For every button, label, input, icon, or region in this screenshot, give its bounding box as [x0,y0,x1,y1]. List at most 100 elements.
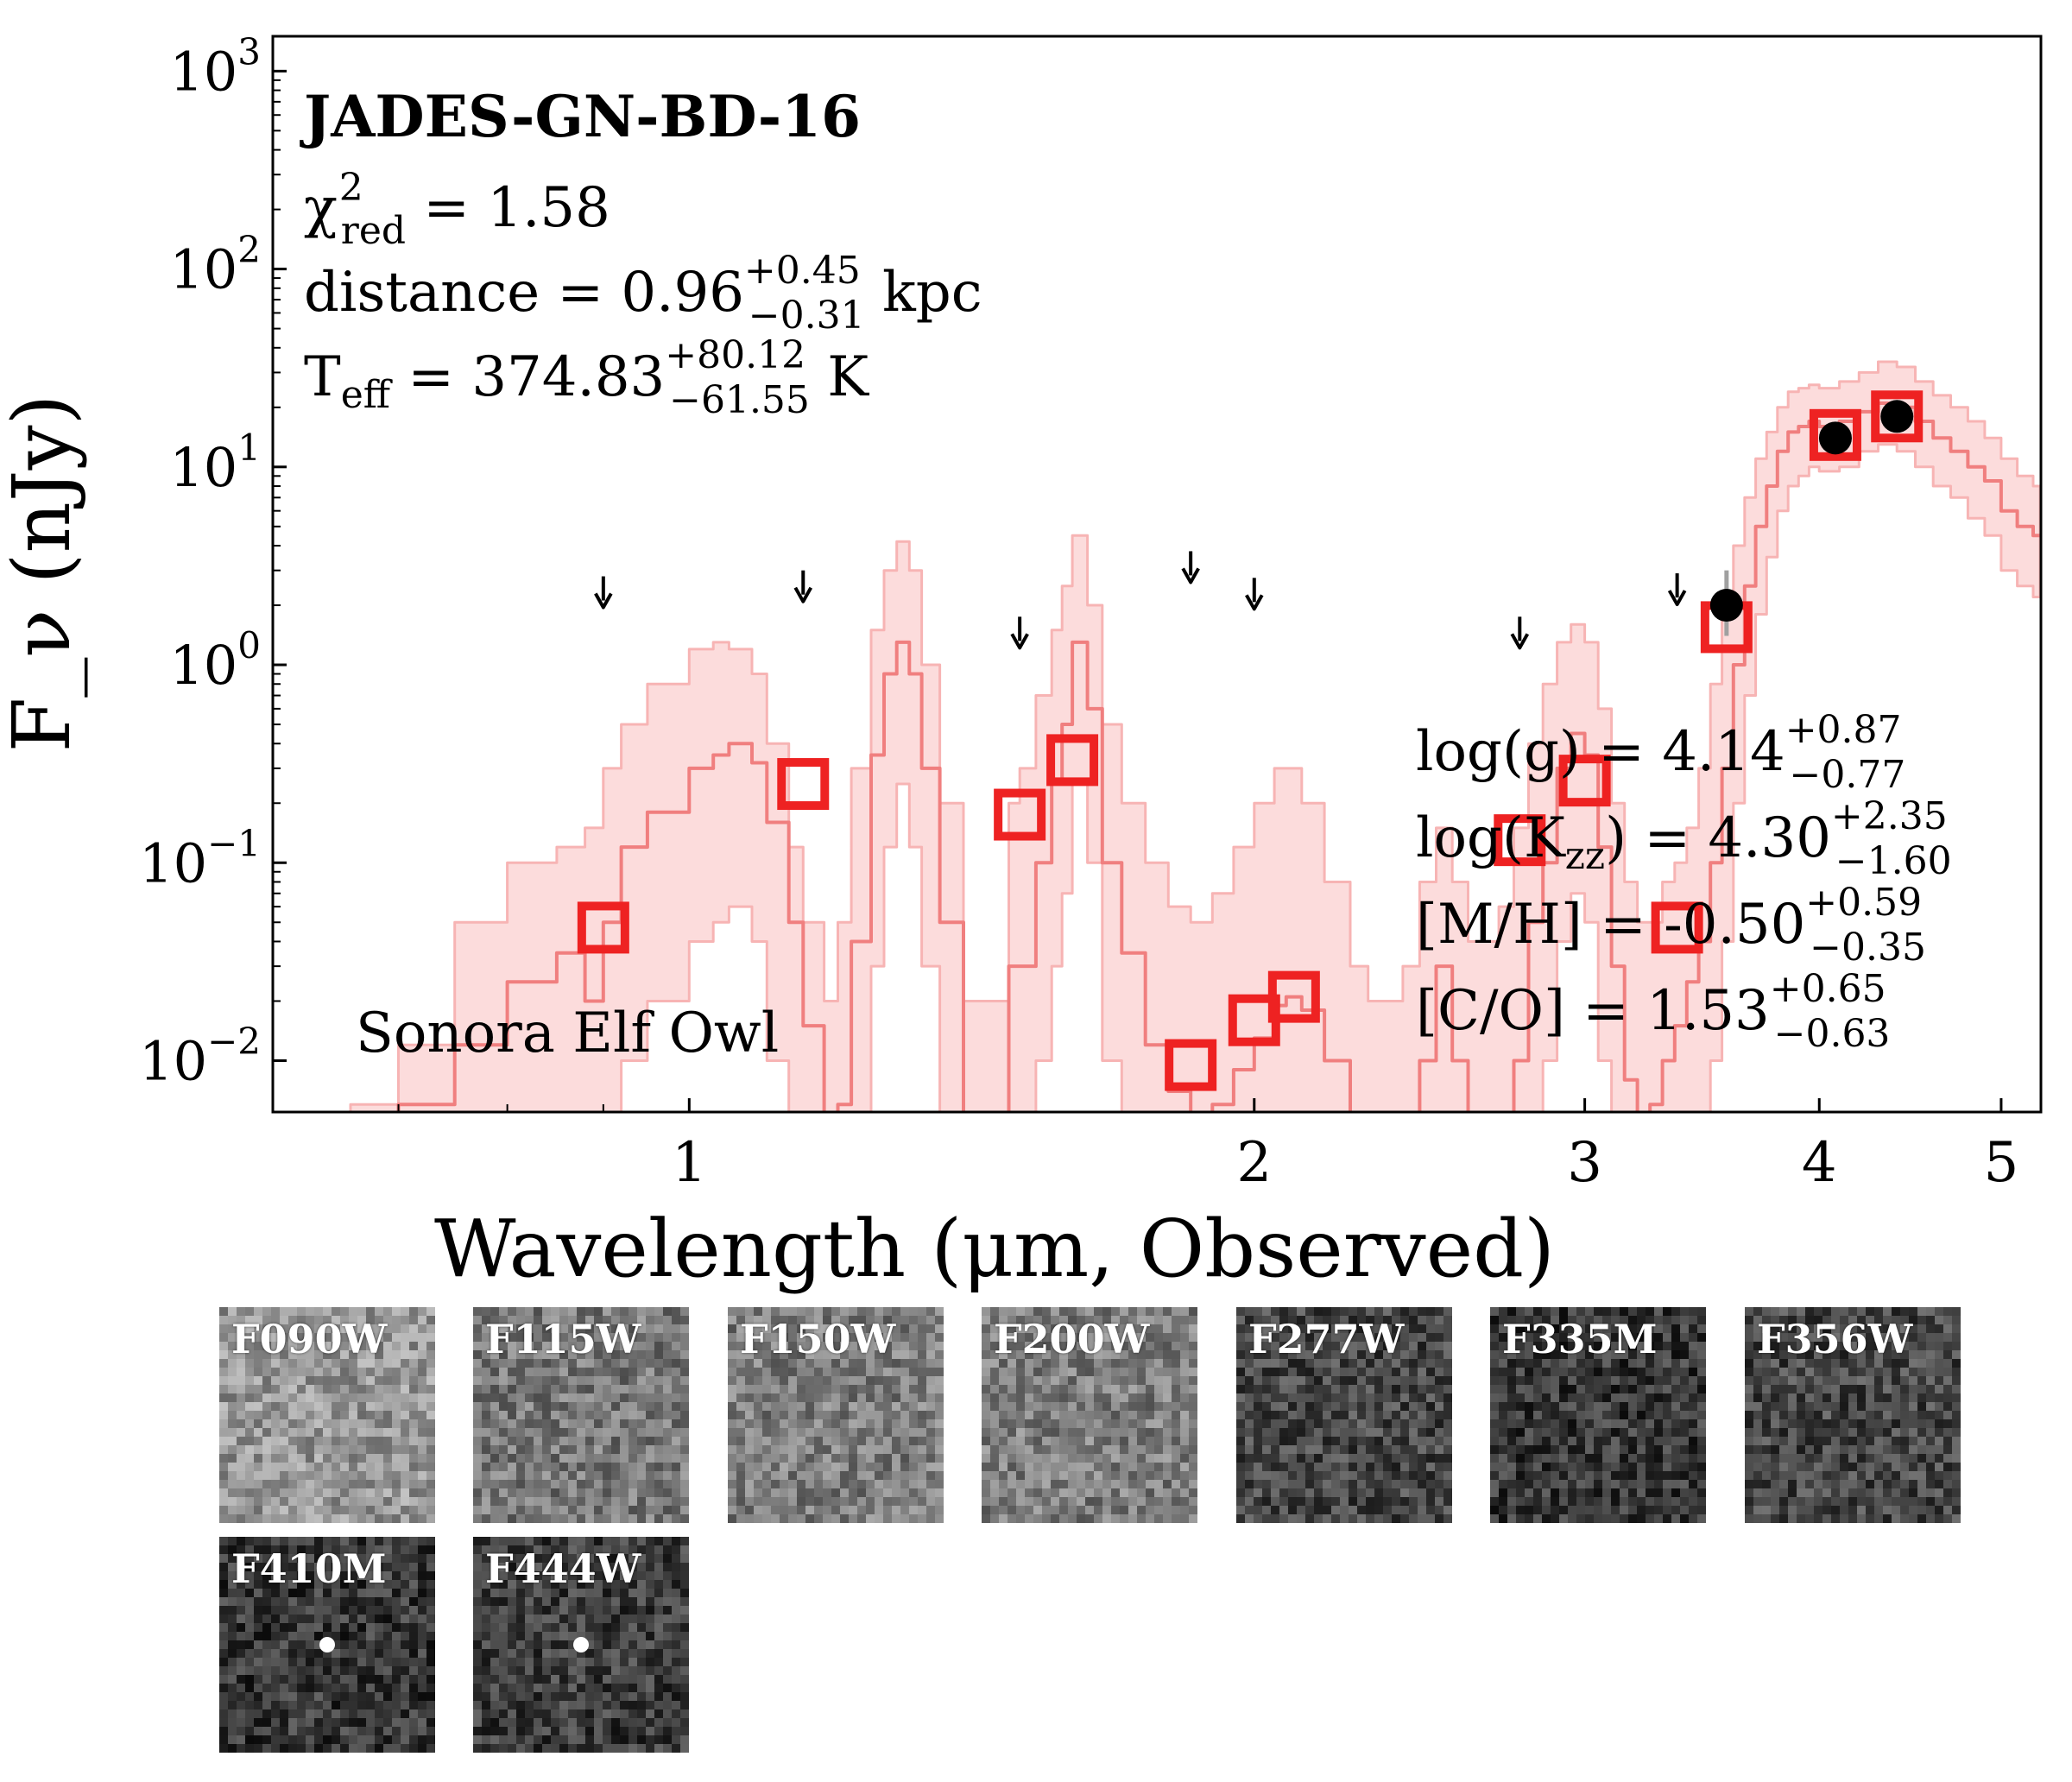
model-photometry-point [1494,814,1546,867]
logg-label: log(g) = 4.14 [1416,720,1785,784]
logkzz-label: log(K [1416,806,1566,870]
stamp-image [219,1307,435,1523]
logg-annotation: log(g) = 4.14+0.87 −0.77 [1416,708,1905,797]
stamp-f200w: F200W [982,1307,1197,1523]
y-tick-label: 10−1 [139,822,261,894]
stamp-image [1490,1307,1706,1523]
stamp-label: F115W [485,1316,641,1362]
mh-label: [M/H] = -0.50 [1416,893,1805,957]
co-sup: +0.65 [1770,967,1886,1011]
teff-value: = 374.83 [390,345,665,409]
x-tick-label: 4 [1802,1131,1837,1195]
stamp-label: F444W [485,1545,641,1592]
chi2-label: χ [304,176,338,240]
stamp-image [219,1537,435,1753]
model-photometry-point [994,788,1046,841]
y-tick-label: 100 [169,624,261,697]
stamp-f444w: F444W [473,1537,689,1753]
upper-limit-arrow [1667,573,1687,607]
model-photometry-point [1165,1039,1217,1091]
chi2-value: = 1.58 [406,176,610,240]
chi2-annotation: χ2 red = 1.58 [304,166,610,253]
source-name: JADES-GN-BD-16 [300,83,861,150]
distance-unit: kpc [865,261,982,325]
upper-limit-arrow [1245,578,1264,611]
x-axis-label: Wavelength (μm, Observed) [434,1203,1555,1295]
stamp-label: F335M [1502,1316,1658,1362]
model-photometry-point [1871,390,1924,443]
co-sub: −0.63 [1774,1012,1891,1056]
stamp-label: F150W [740,1316,896,1362]
detection-point [1880,400,1914,433]
stamp-image [473,1307,689,1523]
co-label: [C/O] = 1.53 [1416,979,1770,1043]
distance-annotation: distance = 0.96+0.45 −0.31 kpc [304,249,982,338]
stamp-label: F277W [1248,1316,1405,1362]
stamp-image [728,1307,944,1523]
x-tick-label: 2 [1236,1131,1272,1195]
stamp-label: F090W [231,1316,388,1362]
teff-annotation: Teff = 374.83+80.12 −61.55 K [304,333,869,422]
stamp-f410m: F410M [219,1537,435,1753]
logg-sup: +0.87 [1785,708,1902,752]
source-spot [319,1637,335,1652]
upper-limit-arrow [1510,616,1530,650]
distance-sub: −0.31 [749,294,865,338]
y-tick-label: 101 [169,427,261,499]
stamp-f150w: F150W [728,1307,944,1523]
mh-sup: +0.59 [1805,881,1922,925]
teff-unit: K [810,345,869,409]
model-name-label: Sonora Elf Owl [356,1002,779,1065]
upper-limit-arrow [793,570,813,603]
model-photometry-point [1558,755,1611,807]
model-photometry-point [1267,970,1320,1023]
stamp-label: F200W [994,1316,1150,1362]
y-axis-label: F_ν (nJy) [0,395,88,753]
logkzz-sub: −1.60 [1835,839,1952,883]
teff-label: T [304,345,341,409]
source-spot [573,1637,589,1652]
y-tick-label: 103 [169,30,261,103]
model-spectrum [396,401,2040,1112]
stamp-f335m: F335M [1490,1307,1706,1523]
chi2-sup: 2 [339,166,363,210]
model-photometry-point [577,901,629,954]
stamp-image [1745,1307,1961,1523]
teff-label-sub: eff [341,373,393,417]
model-spectrum-line [396,401,2040,1112]
upper-limit-arrow [1181,551,1200,585]
logkzz-value: ) = 4.30 [1605,806,1831,870]
stamp-image [473,1537,689,1753]
distance-label: distance = 0.96 [304,261,744,325]
logg-sub: −0.77 [1790,753,1906,797]
chi2-sub: red [341,209,406,253]
teff-sup: +80.12 [665,333,805,377]
distance-sup: +0.45 [744,249,861,293]
stamp-f090w: F090W [219,1307,435,1523]
stamp-f277w: F277W [1236,1307,1452,1523]
stamp-label: F410M [231,1545,387,1592]
logkzz-annotation: log(Kzz) = 4.30+2.35 −1.60 [1416,794,1952,883]
y-tick-label: 10−2 [139,1020,261,1092]
model-photometry-series [577,390,1924,1091]
x-tick-label: 1 [672,1131,707,1195]
upper-limits-series [594,551,1687,650]
upper-limit-arrow [1010,616,1029,650]
detection-point [1818,421,1852,455]
logkzz-label-sub: zz [1565,834,1605,878]
stamp-label: F356W [1757,1316,1913,1362]
plot-frame [271,35,2043,1114]
mh-sub: −0.35 [1810,926,1926,970]
stamp-f115w: F115W [473,1307,689,1523]
model-photometry-point [1651,901,1703,954]
model-photometry-point [1046,734,1099,787]
y-tick-label: 102 [169,229,261,301]
x-tick-label: 5 [1984,1131,2019,1195]
x-tick-label: 3 [1567,1131,1602,1195]
co-annotation: [C/O] = 1.53+0.65 −0.63 [1416,967,1890,1056]
model-photometry-point [777,758,830,811]
stamp-f356w: F356W [1745,1307,1961,1523]
stamp-image [1236,1307,1452,1523]
mh-annotation: [M/H] = -0.50+0.59 −0.35 [1416,881,1926,970]
